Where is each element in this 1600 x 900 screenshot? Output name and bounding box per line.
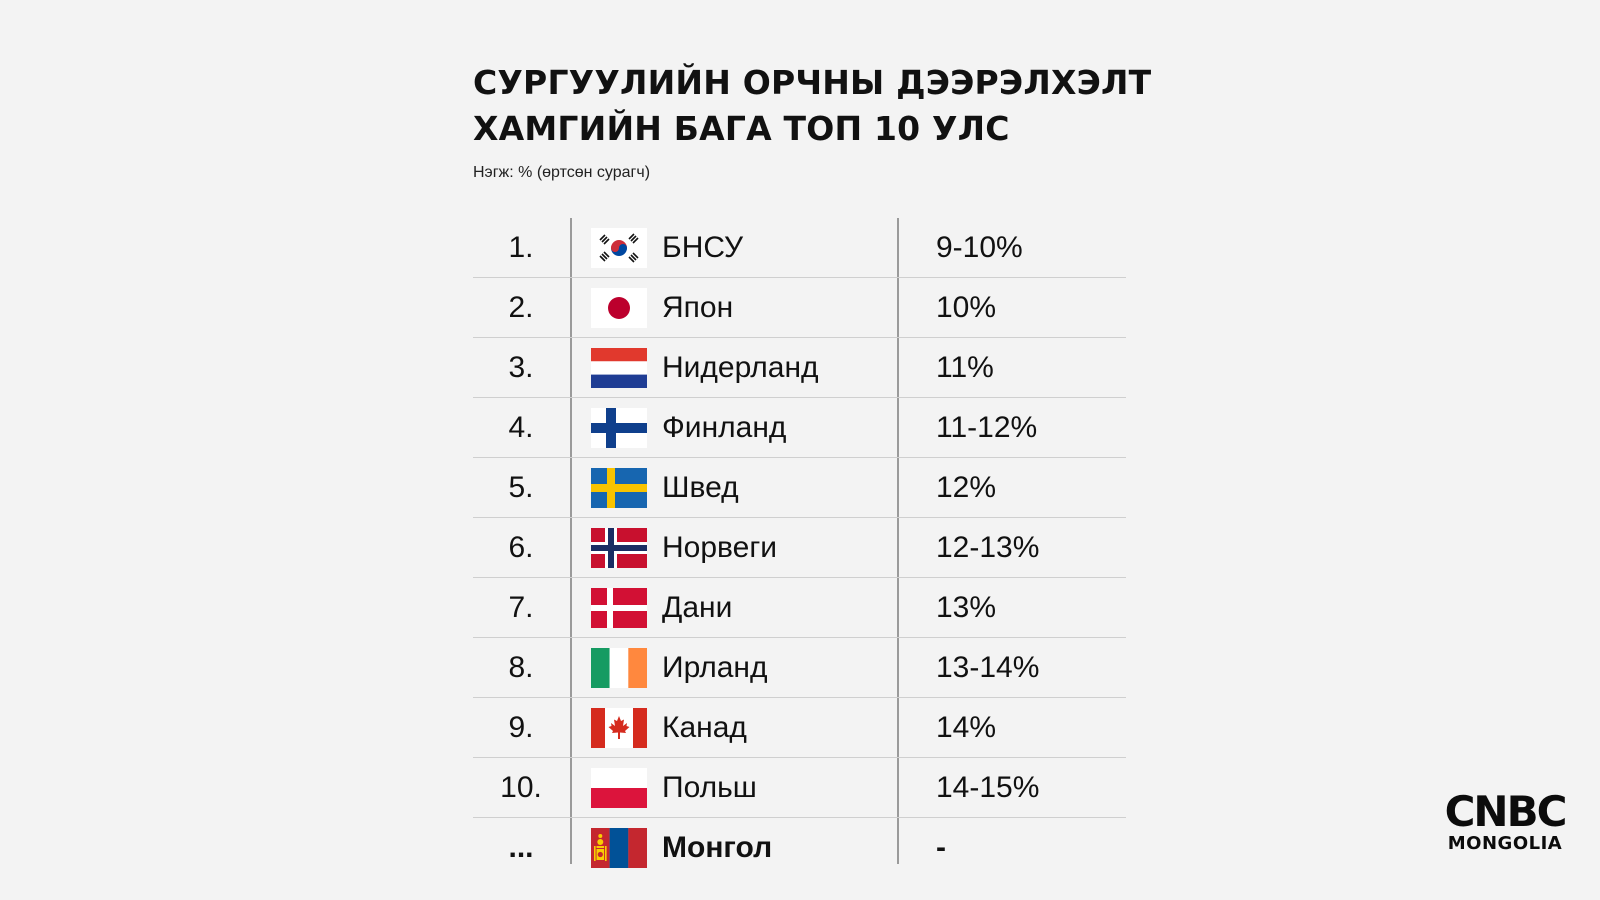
rank: 9. xyxy=(508,710,534,744)
rank: 4. xyxy=(508,410,534,444)
value: 9-10% xyxy=(936,230,1023,264)
south-korea-flag-icon xyxy=(591,227,647,268)
sweden-flag-icon xyxy=(591,467,647,508)
table-row: 7. Дани 13% xyxy=(473,578,1126,638)
value: 10% xyxy=(936,290,997,324)
country-name: Ирланд xyxy=(662,650,768,684)
table-row: 6. Норвеги 12-13% xyxy=(473,518,1126,578)
country-name: Швед xyxy=(662,470,739,504)
norway-flag-icon xyxy=(591,527,647,568)
japan-flag-icon xyxy=(591,287,647,328)
table-row: 3. Нидерланд 11% xyxy=(473,338,1126,398)
rank: 7. xyxy=(508,590,534,624)
table-row: ... Монгол - xyxy=(473,818,1126,878)
country-name: Нидерланд xyxy=(662,350,819,384)
rank: 10. xyxy=(500,770,542,804)
rank: 8. xyxy=(508,650,534,684)
logo-line-1: CNBC xyxy=(1444,787,1568,836)
title-line-1: СУРГУУЛИЙН ОРЧНЫ ДЭЭРЭЛХЭЛТ xyxy=(473,63,1152,102)
rank: 6. xyxy=(508,530,534,564)
table-row: 5. Швед 12% xyxy=(473,458,1126,518)
cnbc-mongolia-logo: CNBC MONGOLIA xyxy=(1435,791,1575,855)
value: 13-14% xyxy=(936,650,1040,684)
table-row: 9. Канад 14% xyxy=(473,698,1126,758)
value: 14% xyxy=(936,710,997,744)
rank: 3. xyxy=(508,350,534,384)
value: 12-13% xyxy=(936,530,1040,564)
table-row: 2. Япон 10% xyxy=(473,278,1126,338)
rank: ... xyxy=(508,831,534,864)
value: 13% xyxy=(936,590,997,624)
poland-flag-icon xyxy=(591,767,647,808)
value: 12% xyxy=(936,470,997,504)
value: 11% xyxy=(936,350,994,384)
canada-flag-icon xyxy=(591,707,647,748)
page-title: СУРГУУЛИЙН ОРЧНЫ ДЭЭРЭЛХЭЛТ ХАМГИЙН БАГА… xyxy=(473,60,1151,152)
value: 14-15% xyxy=(936,770,1040,804)
ireland-flag-icon xyxy=(591,647,647,688)
country-name: Канад xyxy=(662,710,747,744)
table-row: 1. БНСУ 9-10% xyxy=(473,218,1126,278)
rank: 1. xyxy=(508,230,534,264)
table-row: 4. Финланд 11-12% xyxy=(473,398,1126,458)
table-row: 10. Польш 14-15% xyxy=(473,758,1126,818)
mongolia-flag-icon xyxy=(591,828,647,868)
country-name: БНСУ xyxy=(662,230,744,264)
value: 11-12% xyxy=(936,410,1038,444)
rank: 2. xyxy=(508,290,534,324)
country-name: Польш xyxy=(662,770,757,804)
country-name: Норвеги xyxy=(662,530,778,564)
table-row: 8. Ирланд 13-14% xyxy=(473,638,1126,698)
logo-line-2: MONGOLIA xyxy=(1447,833,1563,854)
country-name: Монгол xyxy=(662,831,773,864)
country-name: Япон xyxy=(662,290,734,324)
ranking-table: 1. БНСУ 9-10% 2. xyxy=(473,218,1126,878)
column-divider-left xyxy=(570,218,572,864)
finland-flag-icon xyxy=(591,407,647,448)
unit-label: Нэгж: % (өртсөн сурагч) xyxy=(473,164,651,181)
country-name: Дани xyxy=(662,590,733,624)
value: - xyxy=(936,831,946,864)
rank: 5. xyxy=(508,470,534,504)
netherlands-flag-icon xyxy=(591,347,647,388)
country-name: Финланд xyxy=(662,410,787,444)
title-line-2: ХАМГИЙН БАГА ТОП 10 УЛС xyxy=(473,109,1010,148)
column-divider-right xyxy=(897,218,899,864)
denmark-flag-icon xyxy=(591,587,647,628)
